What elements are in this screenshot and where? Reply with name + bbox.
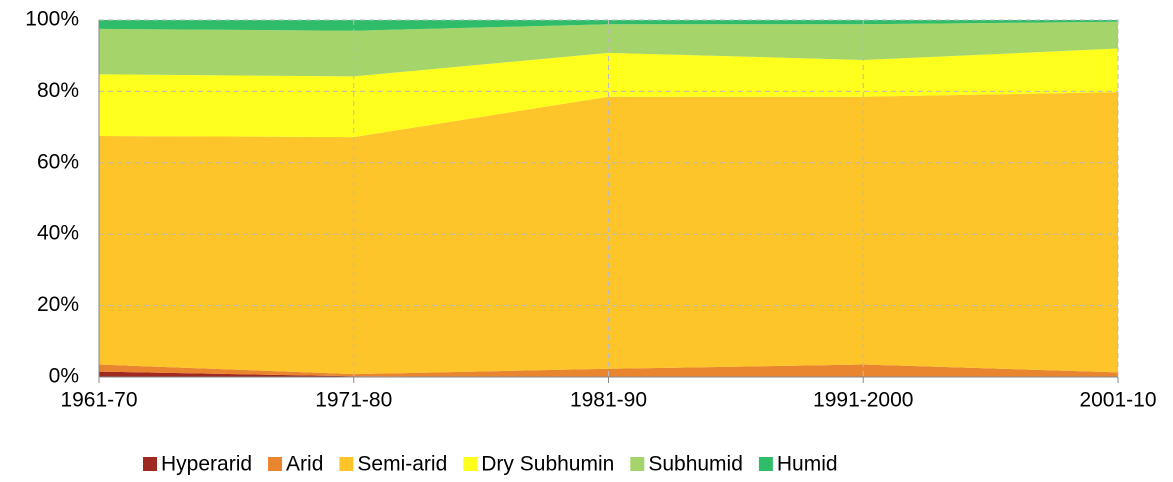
area	[99, 371, 1118, 377]
legend-swatch	[143, 457, 157, 471]
x-tick-label: 1971-80	[315, 389, 392, 412]
plot-area	[99, 20, 1118, 377]
x-tick-label: 1991-2000	[813, 389, 913, 412]
legend-swatch	[758, 457, 773, 471]
legend-label: Semi-arid	[357, 453, 447, 476]
y-tick-label: 40%	[37, 222, 79, 245]
legend-label: Arid	[286, 453, 323, 476]
x-tick-label: 1961-70	[60, 389, 137, 412]
legend-swatch	[630, 457, 645, 471]
legend-label: Humid	[777, 453, 838, 476]
legend-label: Subhumid	[648, 453, 743, 476]
legend: Hyperarid Arid Semi-arid Dry Subhumin Subhum…	[143, 453, 838, 476]
x-tick-label: 2001-10	[1079, 389, 1156, 412]
y-tick-label: 0%	[49, 365, 79, 388]
y-tick-label: 60%	[37, 150, 79, 173]
legend-swatch	[339, 457, 354, 471]
legend-swatch	[463, 457, 478, 471]
legend-label: Hyperarid	[161, 453, 252, 476]
legend-label: Dry Subhumin	[481, 453, 614, 476]
y-tick-label: 100%	[25, 8, 79, 31]
legend-swatch	[268, 457, 283, 471]
y-tick-label: 80%	[37, 79, 79, 102]
x-tick-label: 1981-90	[570, 389, 647, 412]
y-tick-label: 20%	[37, 293, 79, 316]
